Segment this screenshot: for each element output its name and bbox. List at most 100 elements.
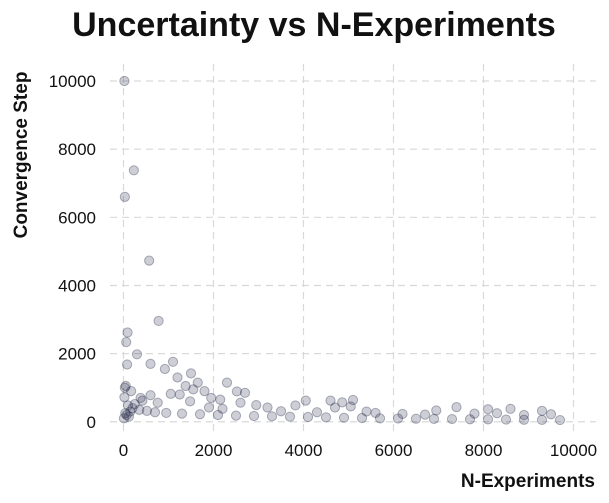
data-point [212,409,224,421]
data-point [119,191,130,202]
data-point [125,406,136,417]
data-point [290,400,301,411]
data-point [122,400,134,411]
x-tick-label: 2000 [195,441,233,460]
data-point [121,409,132,421]
data-point [145,390,156,401]
data-point [185,368,197,379]
x-tick-label: 10000 [550,441,597,460]
data-point [230,410,242,421]
data-point [338,412,350,423]
data-point [192,377,203,388]
y-tick-label: 4000 [58,276,96,295]
y-tick-labels: 0 2000 4000 6000 8000 10000 [49,72,96,432]
data-point [120,408,131,419]
data-point [145,358,156,369]
data-point [518,409,530,421]
data-point [221,377,233,388]
data-point [300,395,311,406]
data-point [135,392,146,404]
data-point [251,399,262,411]
data-point [131,349,143,360]
data-point [491,408,503,419]
data-point [248,410,260,422]
data-point [464,414,476,425]
data-point [235,397,246,408]
data-point [446,413,458,425]
data-point [345,401,356,412]
x-tick-label: 6000 [375,441,413,460]
data-point [545,409,557,420]
data-point [153,315,164,327]
data-point [392,413,404,424]
data-point [217,403,228,414]
y-tick-label: 0 [87,413,96,432]
y-tick-label: 2000 [58,345,96,364]
data-point [174,389,185,400]
data-point [554,414,566,426]
data-point [419,409,431,420]
data-point [152,397,163,408]
data-point [172,372,183,383]
data-point [185,396,196,407]
x-tick-label: 4000 [285,441,323,460]
x-tick-label: 8000 [465,441,503,460]
data-point [262,402,273,413]
data-point [215,394,226,405]
data-point [141,405,152,416]
y-tick-label: 10000 [49,72,96,91]
data-point [374,413,386,424]
data-point [149,407,161,418]
data-point [356,412,368,424]
data-point [122,327,133,338]
data-point [165,388,176,399]
data-point [536,405,548,416]
y-tick-label: 6000 [58,208,96,227]
data-point [126,386,137,397]
data-point [239,387,251,398]
data-point [194,409,206,420]
data-point [137,395,148,406]
data-point [127,403,138,414]
x-tick-labels: 0 2000 4000 6000 8000 10000 [119,441,597,460]
data-point [518,414,530,425]
data-point [329,402,341,413]
data-point [159,363,170,375]
data-point [482,404,494,415]
data-point [370,407,381,419]
data-point [397,408,408,420]
data-point [144,255,155,266]
data-point [311,407,323,418]
data-point [129,398,140,410]
data-point [451,402,462,413]
chart-title: Uncertainty vs N-Experiments [72,6,556,44]
data-point [302,411,314,423]
data-point [275,406,287,417]
data-point [266,411,278,422]
data-point [203,402,215,413]
data-point [118,413,130,424]
data-point [361,406,372,417]
data-point [199,386,210,397]
data-point [119,382,130,393]
data-point [320,412,332,423]
data-point [161,407,172,419]
data-point [431,405,442,416]
data-points [118,75,566,426]
data-point [482,414,494,425]
data-point [505,403,516,414]
data-point [347,394,359,406]
data-point [128,165,139,176]
data-point [119,75,130,87]
data-point [231,386,242,397]
data-point [180,380,191,392]
data-point [325,395,336,406]
data-point [284,411,296,422]
data-point [120,380,131,392]
grid [110,64,596,432]
y-tick-label: 8000 [58,140,96,159]
data-point [123,411,134,422]
data-point [119,392,130,403]
data-point [176,408,188,419]
